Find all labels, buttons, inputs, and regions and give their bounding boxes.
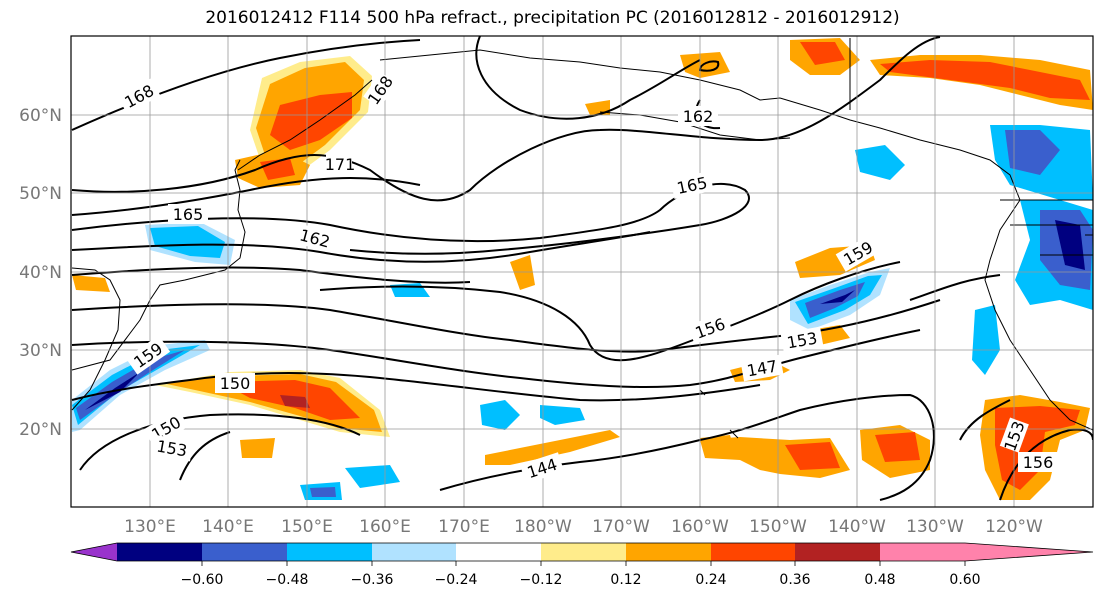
colorbar-extend-high [965,543,1093,561]
contour-label: 162 [683,107,714,126]
colorbar-segment [456,543,541,561]
lon-label: 180°W [514,517,572,537]
colorbar-segment [711,543,795,561]
map-title: 2016012412 F114 500 hPa refract., precip… [205,8,900,28]
colorbar-segment [541,543,626,561]
colorbar-segment [117,543,202,561]
colorbar-segment [202,543,287,561]
colorbar-segment [880,543,965,561]
lon-label: 120°W [985,517,1043,537]
lat-label: 50°N [19,184,62,204]
lat-label: 30°N [19,341,62,361]
colorbar: −0.60 −0.48 −0.36 −0.24 −0.12 0.12 0.24 … [70,542,1094,588]
lat-label: 20°N [19,420,62,440]
lon-label: 140°W [828,517,886,537]
lon-label: 160°W [671,517,729,537]
lon-label: 130°W [906,517,964,537]
colorbar-tick-label: 0.48 [864,572,895,588]
map-frame [70,35,1094,508]
lon-label: 150°W [749,517,807,537]
lon-label: 170°W [592,517,650,537]
colorbar-tick-label: −0.48 [266,572,309,588]
lat-label: 60°N [19,106,62,126]
lon-label: 150°E [281,517,333,537]
contour-label: 165 [173,205,204,224]
colorbar-tick-label: 0.60 [949,572,980,588]
colorbar-segment [372,543,456,561]
colorbar-segment [795,543,880,561]
lon-label: 170°E [438,517,490,537]
lon-label: 160°E [359,517,411,537]
colorbar-extend-low [71,543,117,561]
colorbar-tick-label: −0.12 [520,572,563,588]
contour-label: 156 [1023,453,1054,472]
colorbar-tick-label: −0.24 [435,572,478,588]
colorbar-segment [626,543,711,561]
colorbar-tick-label: 0.24 [695,572,726,588]
longitude-labels: 130°E 140°E 150°E 160°E 170°E 180°W 170°… [124,517,1043,537]
lon-label: 130°E [124,517,176,537]
map-background [71,36,1093,507]
colorbar-tick-label: −0.36 [351,572,394,588]
lon-label: 140°E [202,517,254,537]
colorbar-tick-label: 0.12 [610,572,641,588]
colorbar-segment [287,543,372,561]
contour-label: 150 [220,374,251,393]
colorbar-tick-label: −0.60 [181,572,224,588]
latitude-labels: 60°N 50°N 40°N 30°N 20°N [19,106,62,440]
contour-label: 171 [325,155,356,174]
colorbar-tick-label: 0.36 [779,572,810,588]
lat-label: 40°N [19,263,62,283]
